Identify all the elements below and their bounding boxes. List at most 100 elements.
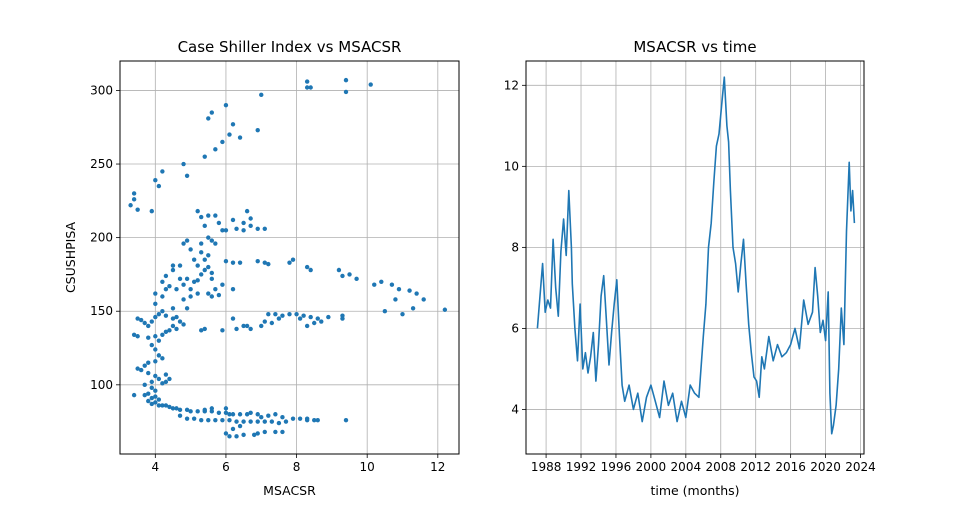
scatter-point [400,311,405,317]
scatter-point [202,407,207,413]
scatter-point [290,416,296,421]
y-tick-label: 8 [511,240,519,254]
scatter-point [234,226,239,231]
scatter-point [343,417,349,423]
y-tick-label: 10 [504,159,519,173]
scatter-point [248,326,253,332]
scatter-point [213,286,218,292]
scatter-point [280,313,285,318]
scatter-point [149,208,154,214]
scatter-point [184,238,190,243]
scatter-point [142,382,147,388]
scatter-point [273,429,278,435]
scatter-point [195,278,200,283]
scatter-point [149,401,154,407]
scatter-point [153,359,158,364]
scatter-title: Case Shiller Index vs MSACSR [178,38,402,56]
scatter-point [227,417,232,423]
scatter-point [312,417,317,423]
scatter-point [389,282,395,287]
scatter-point [156,311,162,317]
scatter-point [237,423,243,429]
scatter-points [128,77,448,439]
scatter-panel: Case Shiller Index vs MSACSR 4 6 8 10 12 100 1… [63,38,460,498]
scatter-point [195,208,200,214]
scatter-point [131,392,137,398]
scatter-point [156,183,162,189]
scatter-point [230,217,236,223]
x-tick-label: 12 [430,460,445,474]
scatter-point [153,334,158,339]
scatter-point [213,241,218,246]
x-tick-label: 8 [293,460,301,474]
scatter-point [163,379,169,385]
scatter-point [191,279,197,284]
scatter-point [206,291,211,296]
scatter-point [181,322,186,327]
scatter-point [259,323,264,329]
scatter-point [177,263,183,268]
x-tick-label: 1988 [531,460,562,474]
scatter-point [191,257,197,262]
scatter-point [199,250,204,255]
scatter-ylabel: CSUSHPISA [63,222,78,294]
scatter-point [234,419,239,424]
scatter-grid [120,61,459,454]
scatter-point [206,235,211,240]
scatter-point [153,314,158,320]
scatter-point [167,376,172,382]
scatter-point [241,419,246,424]
scatter-point [135,334,140,339]
scatter-point [308,314,313,320]
scatter-point [223,102,229,108]
scatter-point [255,127,260,133]
scatter-point [213,147,218,152]
x-tick-label: 6 [222,460,230,474]
scatter-point [248,419,253,424]
scatter-point [213,213,218,218]
scatter-point [153,373,158,379]
scatter-point [153,178,158,183]
scatter-point [206,253,211,258]
scatter-point [262,226,267,231]
x-tick-label: 4 [151,460,159,474]
scatter-point [230,122,236,127]
scatter-point [156,353,162,358]
line-xlabel: time (months) [650,483,739,498]
scatter-point [170,316,176,321]
scatter-point [174,286,179,292]
scatter-point [160,309,165,314]
scatter-point [138,367,144,373]
y-tick-label: 6 [511,321,519,335]
scatter-point [146,370,151,376]
scatter-point [181,241,186,246]
scatter-point [195,263,200,268]
scatter-point [237,412,243,417]
scatter-point [142,363,147,368]
scatter-point [244,412,250,417]
scatter-point [199,417,204,423]
scatter-point [135,366,140,371]
scatter-point [216,220,222,226]
scatter-point [382,309,388,314]
scatter-point [160,332,165,337]
scatter-point [340,273,345,279]
scatter-point [184,306,190,311]
scatter-point [177,276,183,282]
scatter-point [149,395,154,401]
scatter-point [153,347,158,352]
scatter-point [259,92,264,98]
scatter-point [128,203,133,208]
scatter-point [160,169,165,174]
scatter-point [262,429,267,435]
scatter-point [230,412,236,417]
scatter-point [220,139,225,145]
scatter-point [230,260,236,265]
x-tick-label: 2024 [845,460,876,474]
scatter-point [248,410,253,415]
scatter-point [163,273,169,279]
scatter-point [301,313,306,318]
scatter-point [153,400,158,405]
scatter-point [135,316,140,321]
scatter-point [442,307,448,312]
